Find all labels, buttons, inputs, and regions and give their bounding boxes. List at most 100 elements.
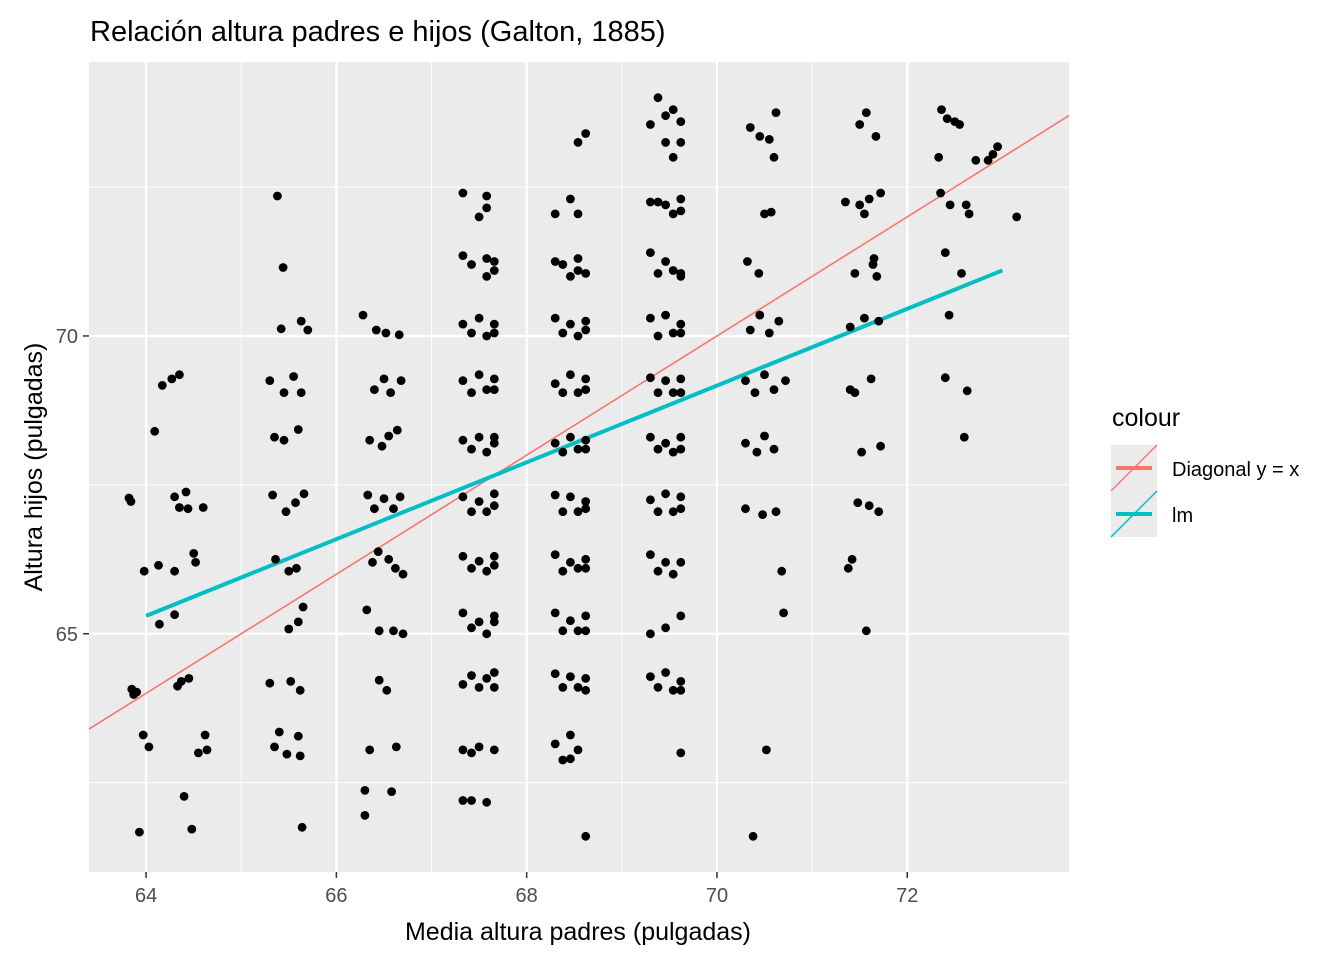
data-point	[303, 325, 313, 335]
data-point	[573, 507, 583, 517]
data-point	[769, 385, 779, 394]
data-point	[458, 796, 468, 805]
data-point	[489, 668, 499, 677]
data-point	[482, 674, 492, 683]
data-point	[566, 272, 575, 281]
series-lines	[88, 114, 1070, 730]
diagonal-line	[88, 114, 1070, 730]
data-point	[573, 254, 583, 263]
data-point	[653, 331, 663, 341]
data-point	[467, 671, 476, 680]
data-point	[379, 494, 389, 503]
data-point	[847, 554, 857, 564]
data-point	[144, 742, 154, 752]
data-point	[377, 441, 387, 451]
data-point	[558, 388, 568, 397]
data-point	[661, 489, 670, 499]
data-point	[389, 504, 398, 514]
data-point	[581, 435, 591, 445]
data-point	[474, 742, 484, 752]
data-point	[653, 566, 663, 576]
data-point	[489, 257, 499, 266]
data-point	[384, 554, 394, 564]
data-point	[379, 374, 389, 384]
data-point	[971, 155, 981, 165]
data-point	[581, 497, 591, 506]
data-point	[202, 745, 212, 755]
y-axis-title: Altura hijos (pulgadas)	[20, 343, 48, 592]
data-point	[566, 616, 575, 626]
data-point	[668, 388, 678, 397]
data-point	[278, 263, 288, 272]
data-point	[872, 272, 882, 281]
data-point	[668, 685, 678, 695]
data-point	[581, 269, 591, 278]
data-point	[957, 269, 966, 278]
data-point	[286, 677, 296, 686]
data-point	[458, 745, 468, 755]
legend-title: colour	[1112, 404, 1180, 432]
data-point	[371, 325, 381, 335]
data-point	[750, 388, 760, 397]
data-point	[581, 674, 591, 683]
data-point	[676, 685, 686, 695]
data-point	[154, 560, 163, 570]
data-point	[853, 498, 863, 508]
data-point	[155, 619, 164, 629]
data-point	[386, 388, 395, 397]
data-point	[676, 269, 686, 278]
data-point	[581, 316, 591, 326]
data-point	[467, 796, 476, 805]
data-point	[573, 683, 583, 692]
data-point	[184, 674, 194, 683]
data-point	[558, 447, 568, 457]
data-point	[298, 602, 308, 612]
data-point	[936, 188, 945, 198]
data-point	[474, 497, 484, 506]
data-point	[175, 370, 184, 380]
data-point	[864, 194, 874, 204]
data-point	[268, 490, 277, 500]
data-point	[934, 152, 944, 162]
data-point	[176, 677, 186, 686]
data-point	[458, 188, 468, 198]
data-point	[382, 685, 392, 695]
x-tick-label: 64	[135, 885, 157, 907]
data-point	[850, 388, 860, 397]
data-point	[170, 492, 180, 502]
data-point	[276, 324, 286, 334]
data-point	[550, 313, 560, 323]
data-point	[760, 209, 769, 219]
data-point	[758, 510, 767, 519]
data-point	[279, 435, 289, 445]
data-point	[271, 554, 280, 564]
data-point	[194, 748, 203, 758]
data-point	[653, 507, 663, 517]
data-point	[843, 563, 853, 573]
data-point	[566, 557, 575, 567]
data-point	[581, 325, 591, 335]
data-point	[646, 550, 655, 559]
data-point	[581, 685, 591, 695]
data-point	[489, 266, 499, 275]
data-point	[573, 563, 583, 573]
data-point	[550, 438, 560, 448]
data-point	[384, 431, 394, 441]
data-point	[668, 209, 678, 219]
x-tick-label: 66	[325, 885, 347, 907]
data-point	[139, 566, 149, 576]
data-point	[467, 328, 476, 338]
data-point	[132, 687, 142, 697]
data-point	[760, 431, 769, 441]
data-point	[200, 730, 210, 740]
data-point	[370, 504, 379, 514]
data-point	[474, 432, 484, 442]
data-point	[368, 557, 377, 567]
data-point	[296, 316, 306, 326]
data-point	[295, 751, 305, 761]
x-tick-label: 72	[896, 885, 918, 907]
data-point	[741, 438, 750, 448]
data-point	[299, 489, 309, 499]
data-point	[482, 507, 492, 517]
